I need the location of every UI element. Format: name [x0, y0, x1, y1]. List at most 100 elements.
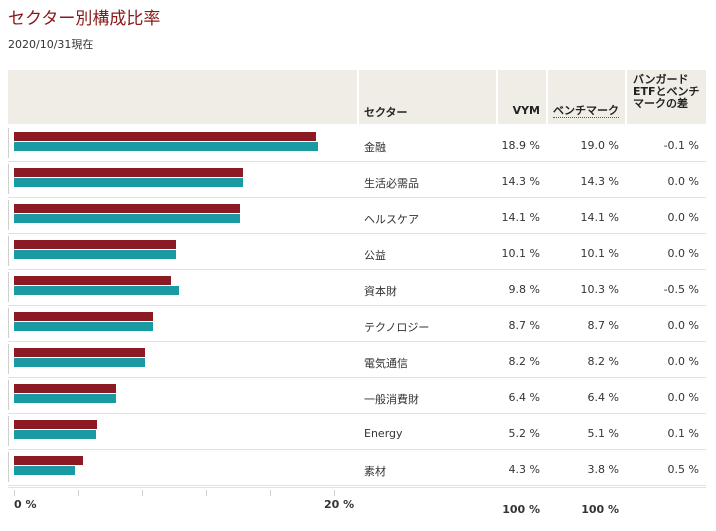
cell-diff: -0.5 %	[663, 283, 699, 296]
cell-bench: 14.3 %	[580, 175, 619, 188]
total-vym: 100 %	[502, 503, 540, 516]
cell-sector: ヘルスケア	[364, 213, 419, 226]
header-divider	[357, 70, 359, 124]
cell-diff: 0.0 %	[667, 211, 699, 224]
cell-vym: 14.3 %	[501, 175, 540, 188]
row-left-tick	[8, 272, 9, 302]
cell-bench: 5.1 %	[587, 427, 619, 440]
row-divider	[8, 485, 706, 486]
cell-bench: 19.0 %	[580, 139, 619, 152]
vym-bar	[14, 348, 146, 357]
header-sector: セクター	[364, 106, 408, 119]
row-divider	[8, 377, 706, 378]
vym-bar	[14, 204, 240, 213]
cell-bench: 10.1 %	[580, 247, 619, 260]
cell-vym: 14.1 %	[501, 211, 540, 224]
header-divider	[546, 70, 548, 124]
cell-vym: 10.1 %	[501, 247, 540, 260]
cell-vym: 5.2 %	[508, 427, 540, 440]
axis-max-label: 20 %	[324, 498, 355, 511]
benchmark-bar	[14, 250, 176, 259]
cell-diff: 0.5 %	[667, 463, 699, 476]
axis-tick	[270, 490, 271, 496]
cell-sector: 素材	[364, 465, 386, 478]
axis-tick	[14, 490, 15, 496]
total-benchmark: 100 %	[581, 503, 619, 516]
cell-sector: 一般消費財	[364, 393, 419, 406]
header-divider	[625, 70, 627, 124]
benchmark-link[interactable]: ベンチマーク	[553, 104, 619, 118]
row-divider	[8, 233, 706, 234]
benchmark-bar	[14, 466, 75, 475]
cell-diff: 0.0 %	[667, 175, 699, 188]
row-left-tick	[8, 416, 9, 446]
row-left-tick	[8, 200, 9, 230]
cell-diff: 0.0 %	[667, 319, 699, 332]
row-left-tick	[8, 344, 9, 374]
vym-bar	[14, 420, 98, 429]
benchmark-bar	[14, 178, 243, 187]
row-divider	[8, 449, 706, 450]
row-left-tick	[8, 380, 9, 410]
page-title: セクター別構成比率	[8, 9, 161, 29]
benchmark-bar	[14, 394, 117, 403]
row-divider	[8, 161, 706, 162]
benchmark-bar	[14, 142, 318, 151]
vym-bar	[14, 168, 243, 177]
vym-bar	[14, 384, 117, 393]
benchmark-bar	[14, 286, 179, 295]
benchmark-bar	[14, 214, 240, 223]
header-benchmark[interactable]: ベンチマーク	[553, 102, 619, 118]
row-divider	[8, 197, 706, 198]
cell-vym: 8.2 %	[508, 355, 540, 368]
cell-vym: 9.8 %	[508, 283, 540, 296]
cell-bench: 8.7 %	[587, 319, 619, 332]
axis-tick	[334, 490, 335, 496]
cell-sector: 資本財	[364, 285, 397, 298]
cell-diff: -0.1 %	[663, 139, 699, 152]
cell-sector: Energy	[364, 427, 403, 440]
cell-vym: 6.4 %	[508, 391, 540, 404]
as-of-date: 2020/10/31現在	[8, 38, 94, 51]
header-divider	[496, 70, 498, 124]
vym-bar	[14, 456, 83, 465]
row-left-tick	[8, 236, 9, 266]
cell-sector: 金融	[364, 141, 386, 154]
cell-diff: 0.0 %	[667, 355, 699, 368]
vym-bar	[14, 132, 317, 141]
axis-min-label: 0 %	[14, 498, 37, 511]
vym-bar	[14, 276, 171, 285]
axis-tick	[206, 490, 207, 496]
cell-vym: 4.3 %	[508, 463, 540, 476]
cell-bench: 8.2 %	[587, 355, 619, 368]
axis-tick	[78, 490, 79, 496]
cell-bench: 6.4 %	[587, 391, 619, 404]
row-divider	[8, 269, 706, 270]
vym-bar	[14, 312, 154, 321]
cell-diff: 0.0 %	[667, 247, 699, 260]
benchmark-bar	[14, 430, 96, 439]
cell-sector: テクノロジー	[364, 321, 430, 334]
cell-bench: 10.3 %	[580, 283, 619, 296]
header-diff: バンガード ETFとベンチ マークの差	[633, 73, 700, 110]
cell-bench: 3.8 %	[587, 463, 619, 476]
row-left-tick	[8, 164, 9, 194]
cell-vym: 18.9 %	[501, 139, 540, 152]
row-left-tick	[8, 308, 9, 338]
row-left-tick	[8, 452, 9, 482]
row-left-tick	[8, 128, 9, 158]
cell-sector: 公益	[364, 249, 386, 262]
vym-bar	[14, 240, 176, 249]
row-divider	[8, 341, 706, 342]
benchmark-bar	[14, 322, 154, 331]
axis-line	[8, 487, 706, 488]
row-divider	[8, 413, 706, 414]
benchmark-bar	[14, 358, 146, 367]
header-vym: VYM	[512, 104, 540, 117]
row-divider	[8, 305, 706, 306]
cell-sector: 電気通信	[364, 357, 408, 370]
cell-sector: 生活必需品	[364, 177, 419, 190]
cell-diff: 0.0 %	[667, 391, 699, 404]
cell-diff: 0.1 %	[667, 427, 699, 440]
axis-tick	[142, 490, 143, 496]
